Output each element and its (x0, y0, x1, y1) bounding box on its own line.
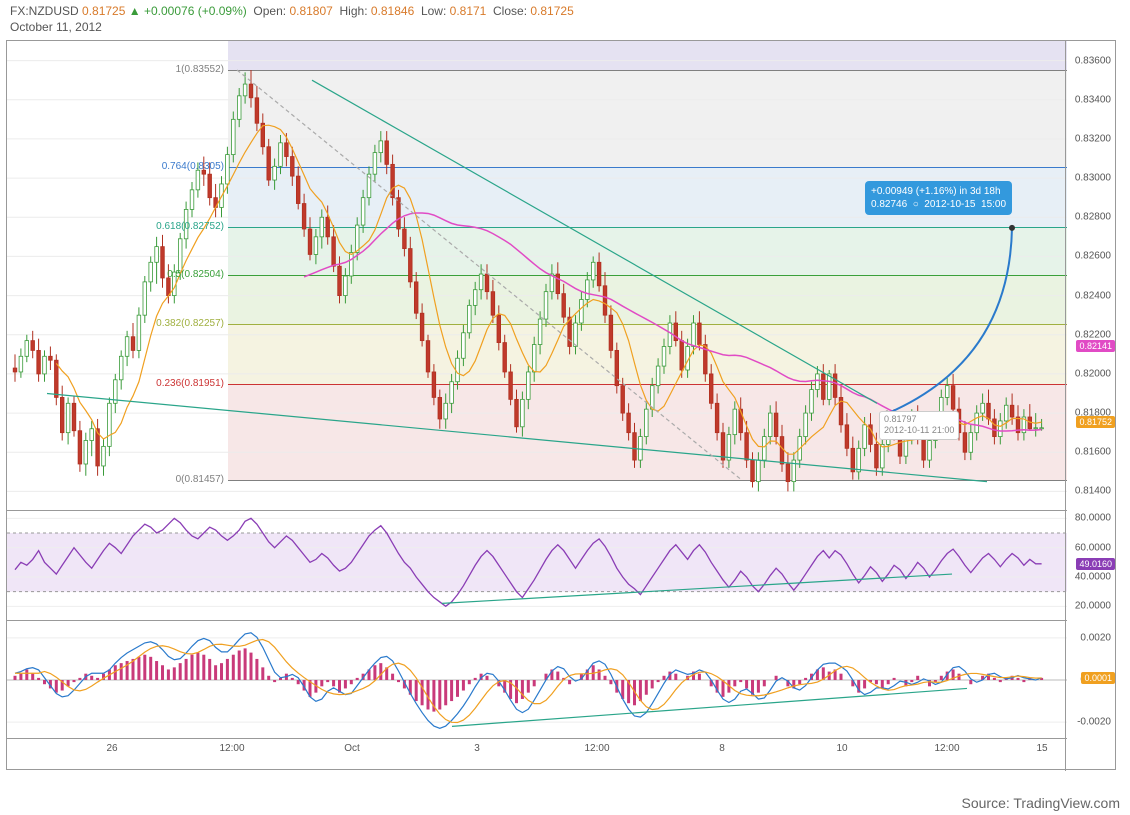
last-price: 0.81725 (82, 4, 125, 18)
chart-container: FX:NZDUSD 0.81725 ▲ +0.00076 (+0.09%) Op… (0, 0, 1130, 815)
cursor-annotation[interactable]: 0.81797 2012-10-11 21:00 (879, 411, 959, 440)
symbol: FX:NZDUSD (10, 4, 79, 18)
source-attribution: Source: TradingView.com (962, 795, 1121, 811)
macd-svg (7, 621, 1067, 739)
forecast-annotation[interactable]: +0.00949 (+1.16%) in 3d 18h 0.82746 ○ 20… (865, 181, 1012, 215)
chart-date: October 11, 2012 (10, 20, 574, 34)
rsi-svg (7, 511, 1067, 621)
price-svg (7, 41, 1067, 511)
change: +0.00076 (+0.09%) (144, 4, 247, 18)
rsi-panel[interactable] (7, 511, 1067, 621)
y-axis: 0.814000.816000.818000.820000.822000.824… (1065, 41, 1115, 771)
x-axis: 2612:00Oct312:0081012:0015 (7, 739, 1067, 769)
chart-header: FX:NZDUSD 0.81725 ▲ +0.00076 (+0.09%) Op… (10, 4, 574, 34)
price-panel[interactable]: 0(0.81457)0.236(0.81951)0.382(0.82257)0.… (7, 41, 1067, 511)
chart-area[interactable]: 0(0.81457)0.236(0.81951)0.382(0.82257)0.… (6, 40, 1116, 770)
up-arrow-icon: ▲ (129, 4, 141, 18)
macd-panel[interactable] (7, 621, 1067, 739)
